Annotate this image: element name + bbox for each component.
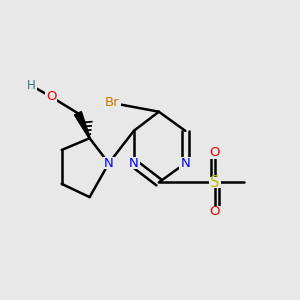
Text: N: N: [181, 157, 190, 170]
Bar: [103, 97, 121, 109]
Text: Br: Br: [104, 96, 119, 110]
Text: O: O: [209, 205, 220, 218]
Bar: [209, 147, 221, 159]
Polygon shape: [74, 112, 90, 139]
Text: O: O: [46, 91, 57, 103]
Bar: [103, 158, 115, 169]
Bar: [209, 176, 221, 188]
Bar: [25, 79, 37, 91]
Bar: [179, 158, 191, 169]
Text: H: H: [26, 79, 35, 92]
Bar: [46, 91, 57, 103]
Text: N: N: [104, 157, 114, 170]
Text: S: S: [210, 175, 220, 190]
Bar: [128, 158, 140, 169]
Text: O: O: [209, 146, 220, 159]
Bar: [209, 206, 221, 218]
Text: N: N: [129, 157, 139, 170]
